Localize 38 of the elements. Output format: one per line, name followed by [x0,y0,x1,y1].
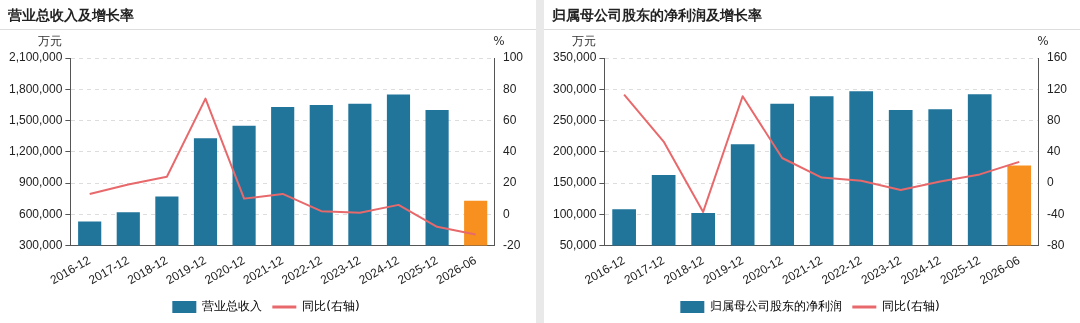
y-tick-label: 350,000 [552,50,597,65]
y-tick-label: 150,000 [552,175,597,190]
y-tick-label: 300,000 [18,237,63,252]
legend-label: 同比(右轴) [302,299,360,314]
y-tick-label: 100,000 [552,206,597,221]
chart-title: 归属母公司股东的净利润及增长率 [544,0,1080,30]
y-tick-label: 1,500,000 [8,112,63,127]
y2-axis-title: % [493,34,505,49]
y2-tick-label: 0 [1046,175,1054,190]
y2-tick-label: 0 [502,206,510,221]
y2-tick-label: 40 [502,144,517,159]
y-tick-label: 300,000 [552,81,597,96]
legend-label: 归属母公司股东的净利润 [710,299,843,314]
y-axis-title: 万元 [572,34,597,49]
y2-axis-title: % [1037,34,1049,49]
chart-title: 营业总收入及增长率 [0,0,536,30]
y2-tick-label: 40 [1046,144,1061,159]
y2-tick-label: 100 [502,50,524,65]
y-tick-label: 2,100,000 [8,50,63,65]
y-axis-title: 万元 [38,34,63,49]
y-tick-label: 200,000 [552,144,597,159]
y-tick-label: 50,000 [559,237,597,252]
y2-tick-label: 80 [1046,112,1061,127]
y2-tick-label: -20 [502,237,521,252]
legend-label: 同比(右轴) [882,299,940,314]
y-tick-label: 1,200,000 [8,144,63,159]
y2-tick-label: 120 [1046,81,1068,96]
y2-tick-label: -40 [1046,206,1065,221]
y2-tick-label: 20 [502,175,517,190]
y2-tick-label: -80 [1046,237,1065,252]
y2-tick-label: 60 [502,112,517,127]
y-tick-label: 600,000 [18,206,63,221]
y-tick-label: 900,000 [18,175,63,190]
y2-tick-label: 80 [502,81,517,96]
legend-label: 营业总收入 [202,299,263,314]
y2-tick-label: 160 [1046,50,1068,65]
y-tick-label: 1,800,000 [8,81,63,96]
y-tick-label: 250,000 [552,112,597,127]
